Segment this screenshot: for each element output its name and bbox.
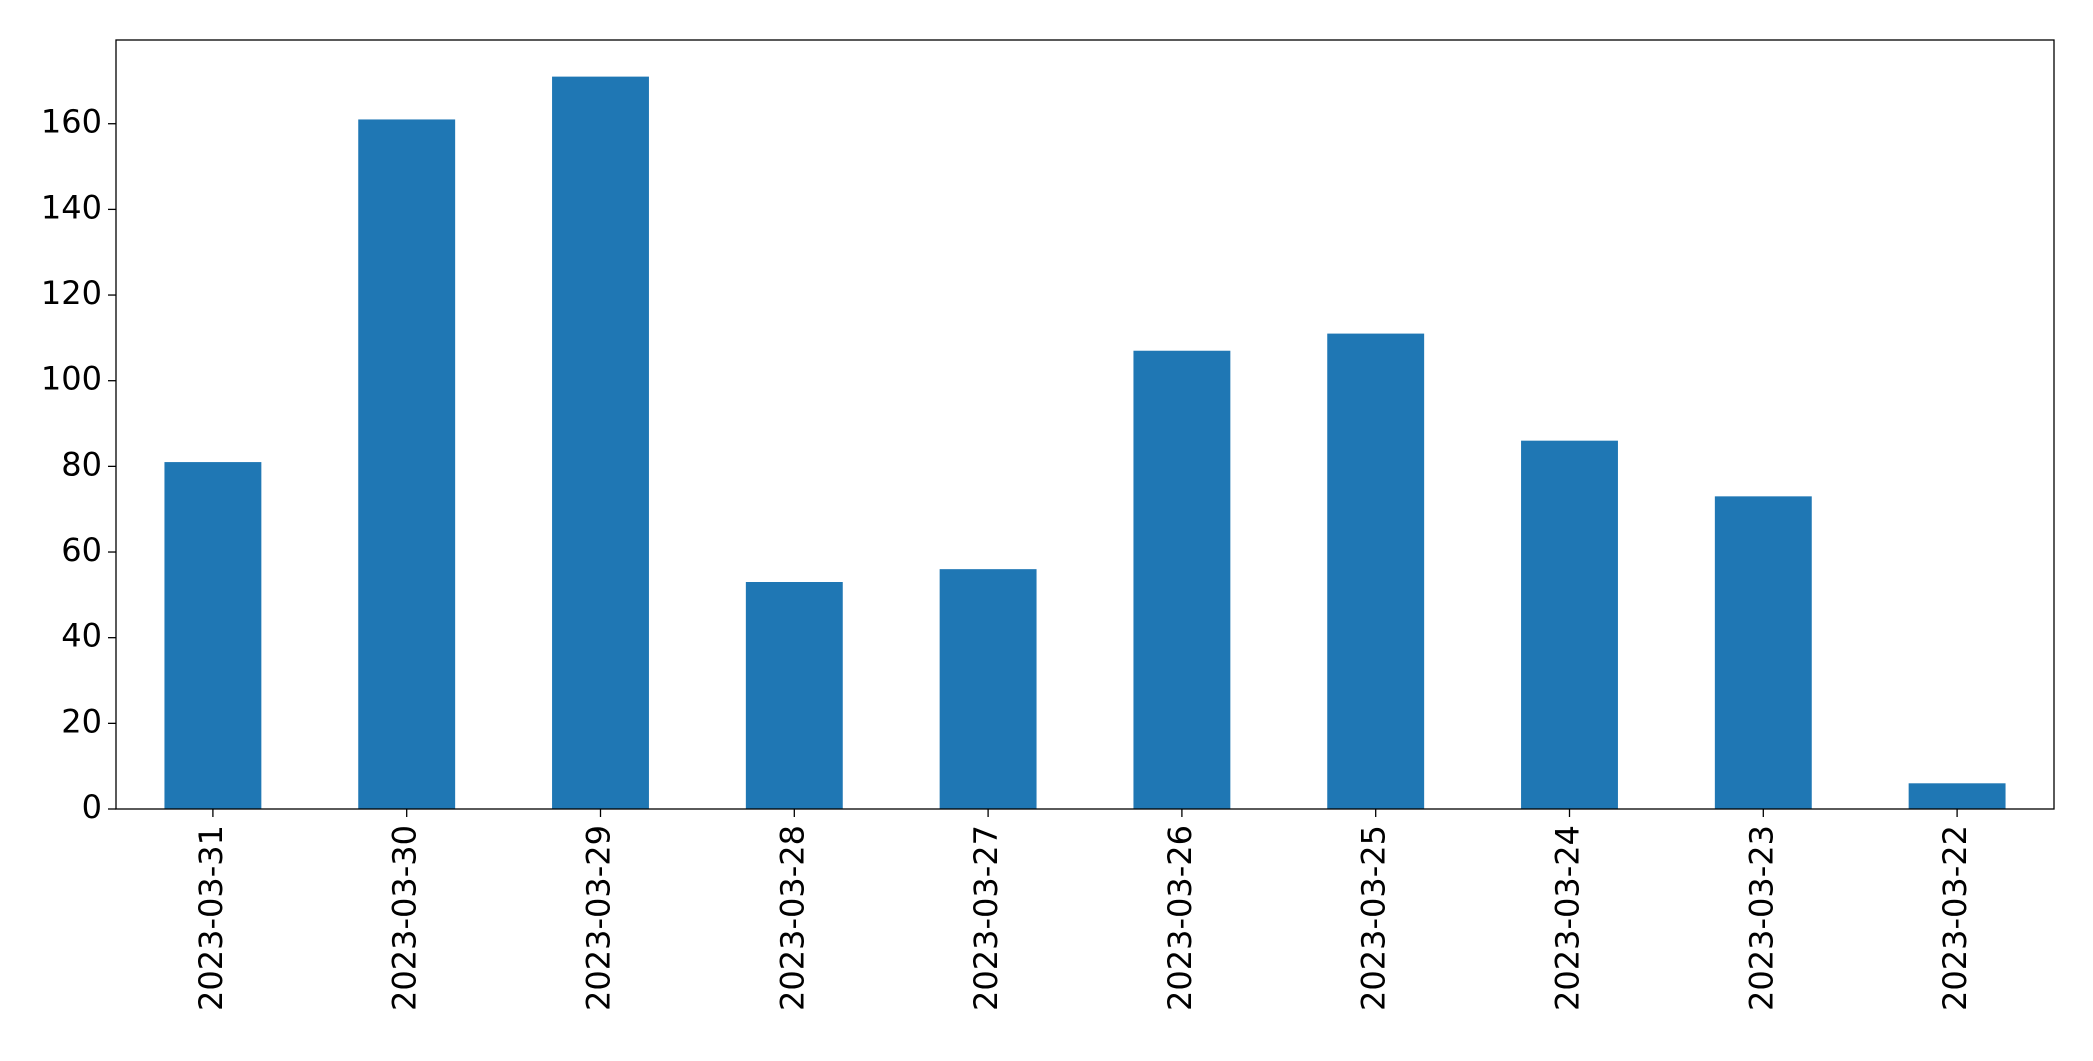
y-tick-label: 160 <box>41 103 102 141</box>
x-tick-label: 2023-03-25 <box>1355 825 1393 1011</box>
y-tick-label: 140 <box>41 188 102 226</box>
bar <box>1714 496 1812 809</box>
y-tick-label: 0 <box>82 788 102 826</box>
bar <box>1908 783 2006 809</box>
x-tick-label: 2023-03-30 <box>386 825 424 1011</box>
bar <box>1133 350 1231 809</box>
x-tick-label: 2023-03-27 <box>967 825 1005 1011</box>
bar <box>1521 440 1618 809</box>
y-tick-label: 80 <box>61 445 102 483</box>
y-tick-label: 40 <box>61 617 102 655</box>
bar <box>358 119 456 809</box>
x-tick-label: 2023-03-28 <box>773 825 811 1011</box>
bar <box>745 582 843 809</box>
plot-frame <box>115 39 2055 810</box>
y-tick-label: 20 <box>61 702 102 740</box>
bar <box>164 462 262 809</box>
y-tick-label: 120 <box>41 274 102 312</box>
x-tick-label: 2023-03-29 <box>580 825 618 1011</box>
y-tick-label: 60 <box>61 531 102 569</box>
x-tick-label: 2023-03-31 <box>192 825 230 1011</box>
x-tick-label: 2023-03-24 <box>1549 825 1587 1011</box>
x-tick-label: 2023-03-23 <box>1742 825 1780 1011</box>
bar <box>939 569 1037 809</box>
bar <box>1327 333 1425 809</box>
y-tick-label: 100 <box>41 360 102 398</box>
bar <box>552 76 649 810</box>
x-tick-label: 2023-03-22 <box>1936 825 1974 1011</box>
x-tick-label: 2023-03-26 <box>1161 825 1199 1011</box>
